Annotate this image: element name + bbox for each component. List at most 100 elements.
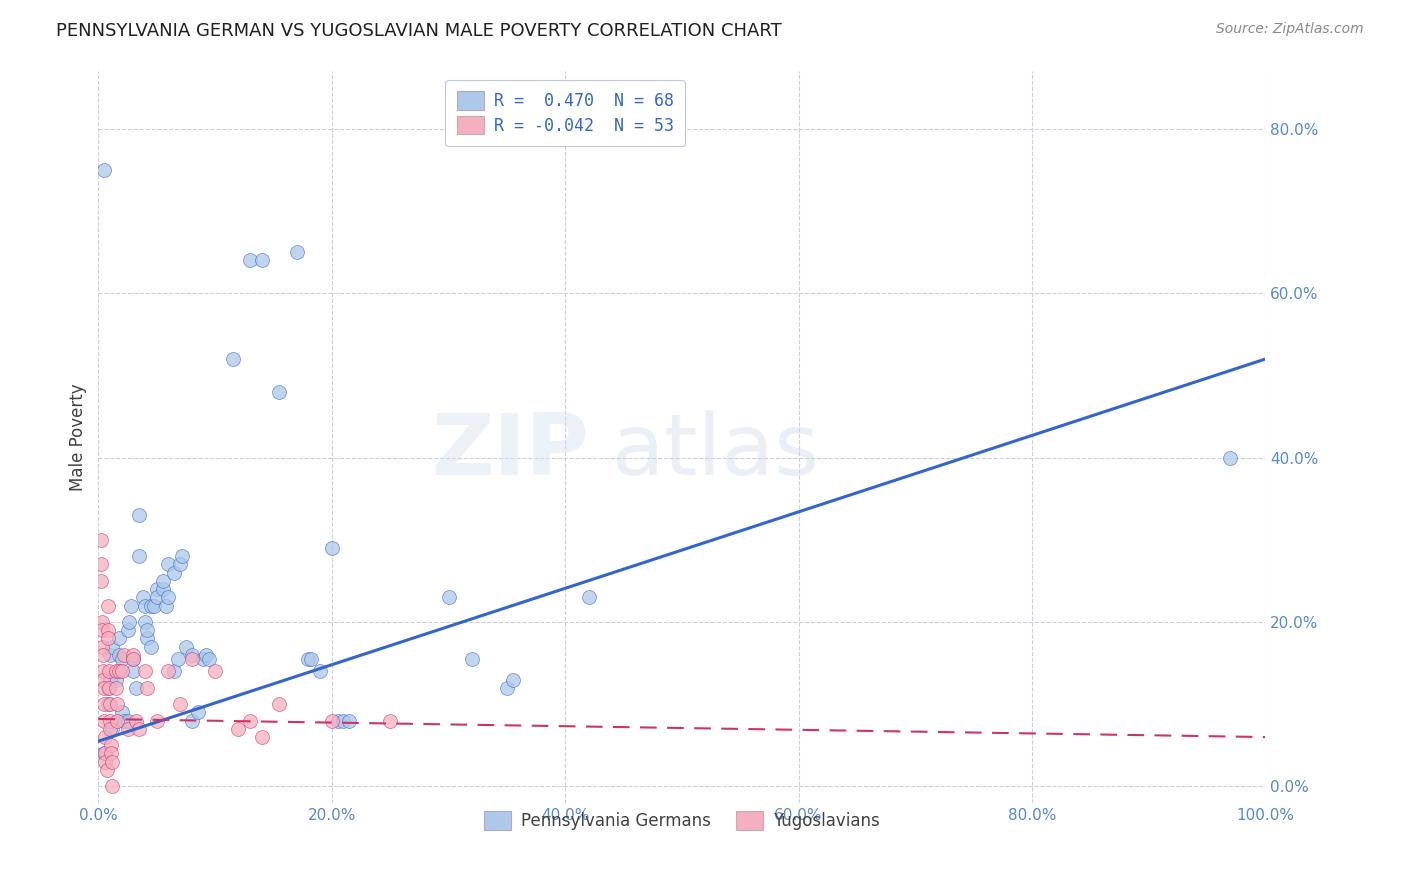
Point	[228, 722, 250, 736]
Point	[104, 665, 127, 679]
Point	[97, 632, 120, 646]
Point	[139, 599, 162, 613]
Point	[122, 648, 145, 662]
Point	[174, 640, 197, 654]
Point	[193, 652, 215, 666]
Point	[98, 697, 121, 711]
Point	[108, 648, 131, 662]
Point	[437, 591, 460, 605]
Point	[90, 624, 112, 638]
Text: ZIP: ZIP	[430, 410, 589, 493]
Point	[146, 582, 169, 596]
Point	[269, 697, 291, 711]
Point	[128, 549, 150, 564]
Point	[321, 541, 343, 555]
Point	[152, 574, 174, 588]
Point	[93, 714, 115, 728]
Point	[128, 722, 150, 736]
Point	[321, 714, 343, 728]
Point	[104, 673, 127, 687]
Point	[101, 780, 124, 794]
Point	[90, 574, 112, 588]
Point	[136, 681, 159, 695]
Point	[97, 624, 120, 638]
Point	[163, 566, 186, 580]
Point	[169, 558, 191, 572]
Point	[122, 665, 145, 679]
Point	[112, 714, 135, 728]
Point	[132, 591, 155, 605]
Point	[180, 714, 202, 728]
Point	[125, 714, 148, 728]
Point	[578, 591, 600, 605]
Point	[143, 599, 166, 613]
Point	[98, 648, 121, 662]
Point	[90, 558, 112, 572]
Point	[90, 615, 112, 629]
Point	[146, 714, 169, 728]
Point	[299, 652, 322, 666]
Point	[100, 747, 122, 761]
Point	[91, 648, 114, 662]
Point	[169, 697, 191, 711]
Point	[93, 681, 115, 695]
Point	[157, 558, 180, 572]
Point	[152, 582, 174, 596]
Point	[194, 648, 217, 662]
Point	[239, 714, 262, 728]
Point	[105, 697, 128, 711]
Point	[97, 599, 120, 613]
Point	[108, 632, 131, 646]
Point	[128, 508, 150, 523]
Point	[250, 730, 273, 744]
Point	[105, 714, 128, 728]
Point	[180, 652, 202, 666]
Point	[122, 652, 145, 666]
Point	[117, 722, 139, 736]
Point	[502, 673, 524, 687]
Point	[285, 245, 308, 260]
Point	[94, 747, 117, 761]
Legend: Pennsylvania Germans, Yugoslavians: Pennsylvania Germans, Yugoslavians	[477, 803, 887, 838]
Point	[122, 652, 145, 666]
Point	[98, 714, 121, 728]
Point	[204, 665, 226, 679]
Point	[93, 697, 115, 711]
Text: atlas: atlas	[612, 410, 820, 493]
Point	[120, 599, 142, 613]
Point	[139, 640, 162, 654]
Point	[221, 351, 243, 366]
Point	[180, 648, 202, 662]
Point	[166, 652, 188, 666]
Point	[90, 640, 112, 654]
Point	[101, 755, 124, 769]
Point	[96, 763, 118, 777]
Point	[98, 722, 121, 736]
Point	[91, 665, 114, 679]
Point	[198, 652, 221, 666]
Point	[337, 714, 360, 728]
Point	[380, 714, 402, 728]
Point	[163, 665, 186, 679]
Point	[239, 253, 262, 268]
Point	[90, 533, 112, 547]
Point	[93, 747, 115, 761]
Point	[108, 665, 131, 679]
Y-axis label: Male Poverty: Male Poverty	[69, 384, 87, 491]
Point	[117, 624, 139, 638]
Point	[157, 591, 180, 605]
Text: PENNSYLVANIA GERMAN VS YUGOSLAVIAN MALE POVERTY CORRELATION CHART: PENNSYLVANIA GERMAN VS YUGOSLAVIAN MALE …	[56, 22, 782, 40]
Point	[309, 665, 332, 679]
Point	[187, 706, 209, 720]
Point	[94, 755, 117, 769]
Point	[155, 599, 177, 613]
Point	[101, 640, 124, 654]
Point	[136, 624, 159, 638]
Point	[326, 714, 349, 728]
Point	[97, 681, 120, 695]
Point	[94, 730, 117, 744]
Point	[172, 549, 194, 564]
Point	[269, 384, 291, 399]
Point	[332, 714, 354, 728]
Point	[91, 673, 114, 687]
